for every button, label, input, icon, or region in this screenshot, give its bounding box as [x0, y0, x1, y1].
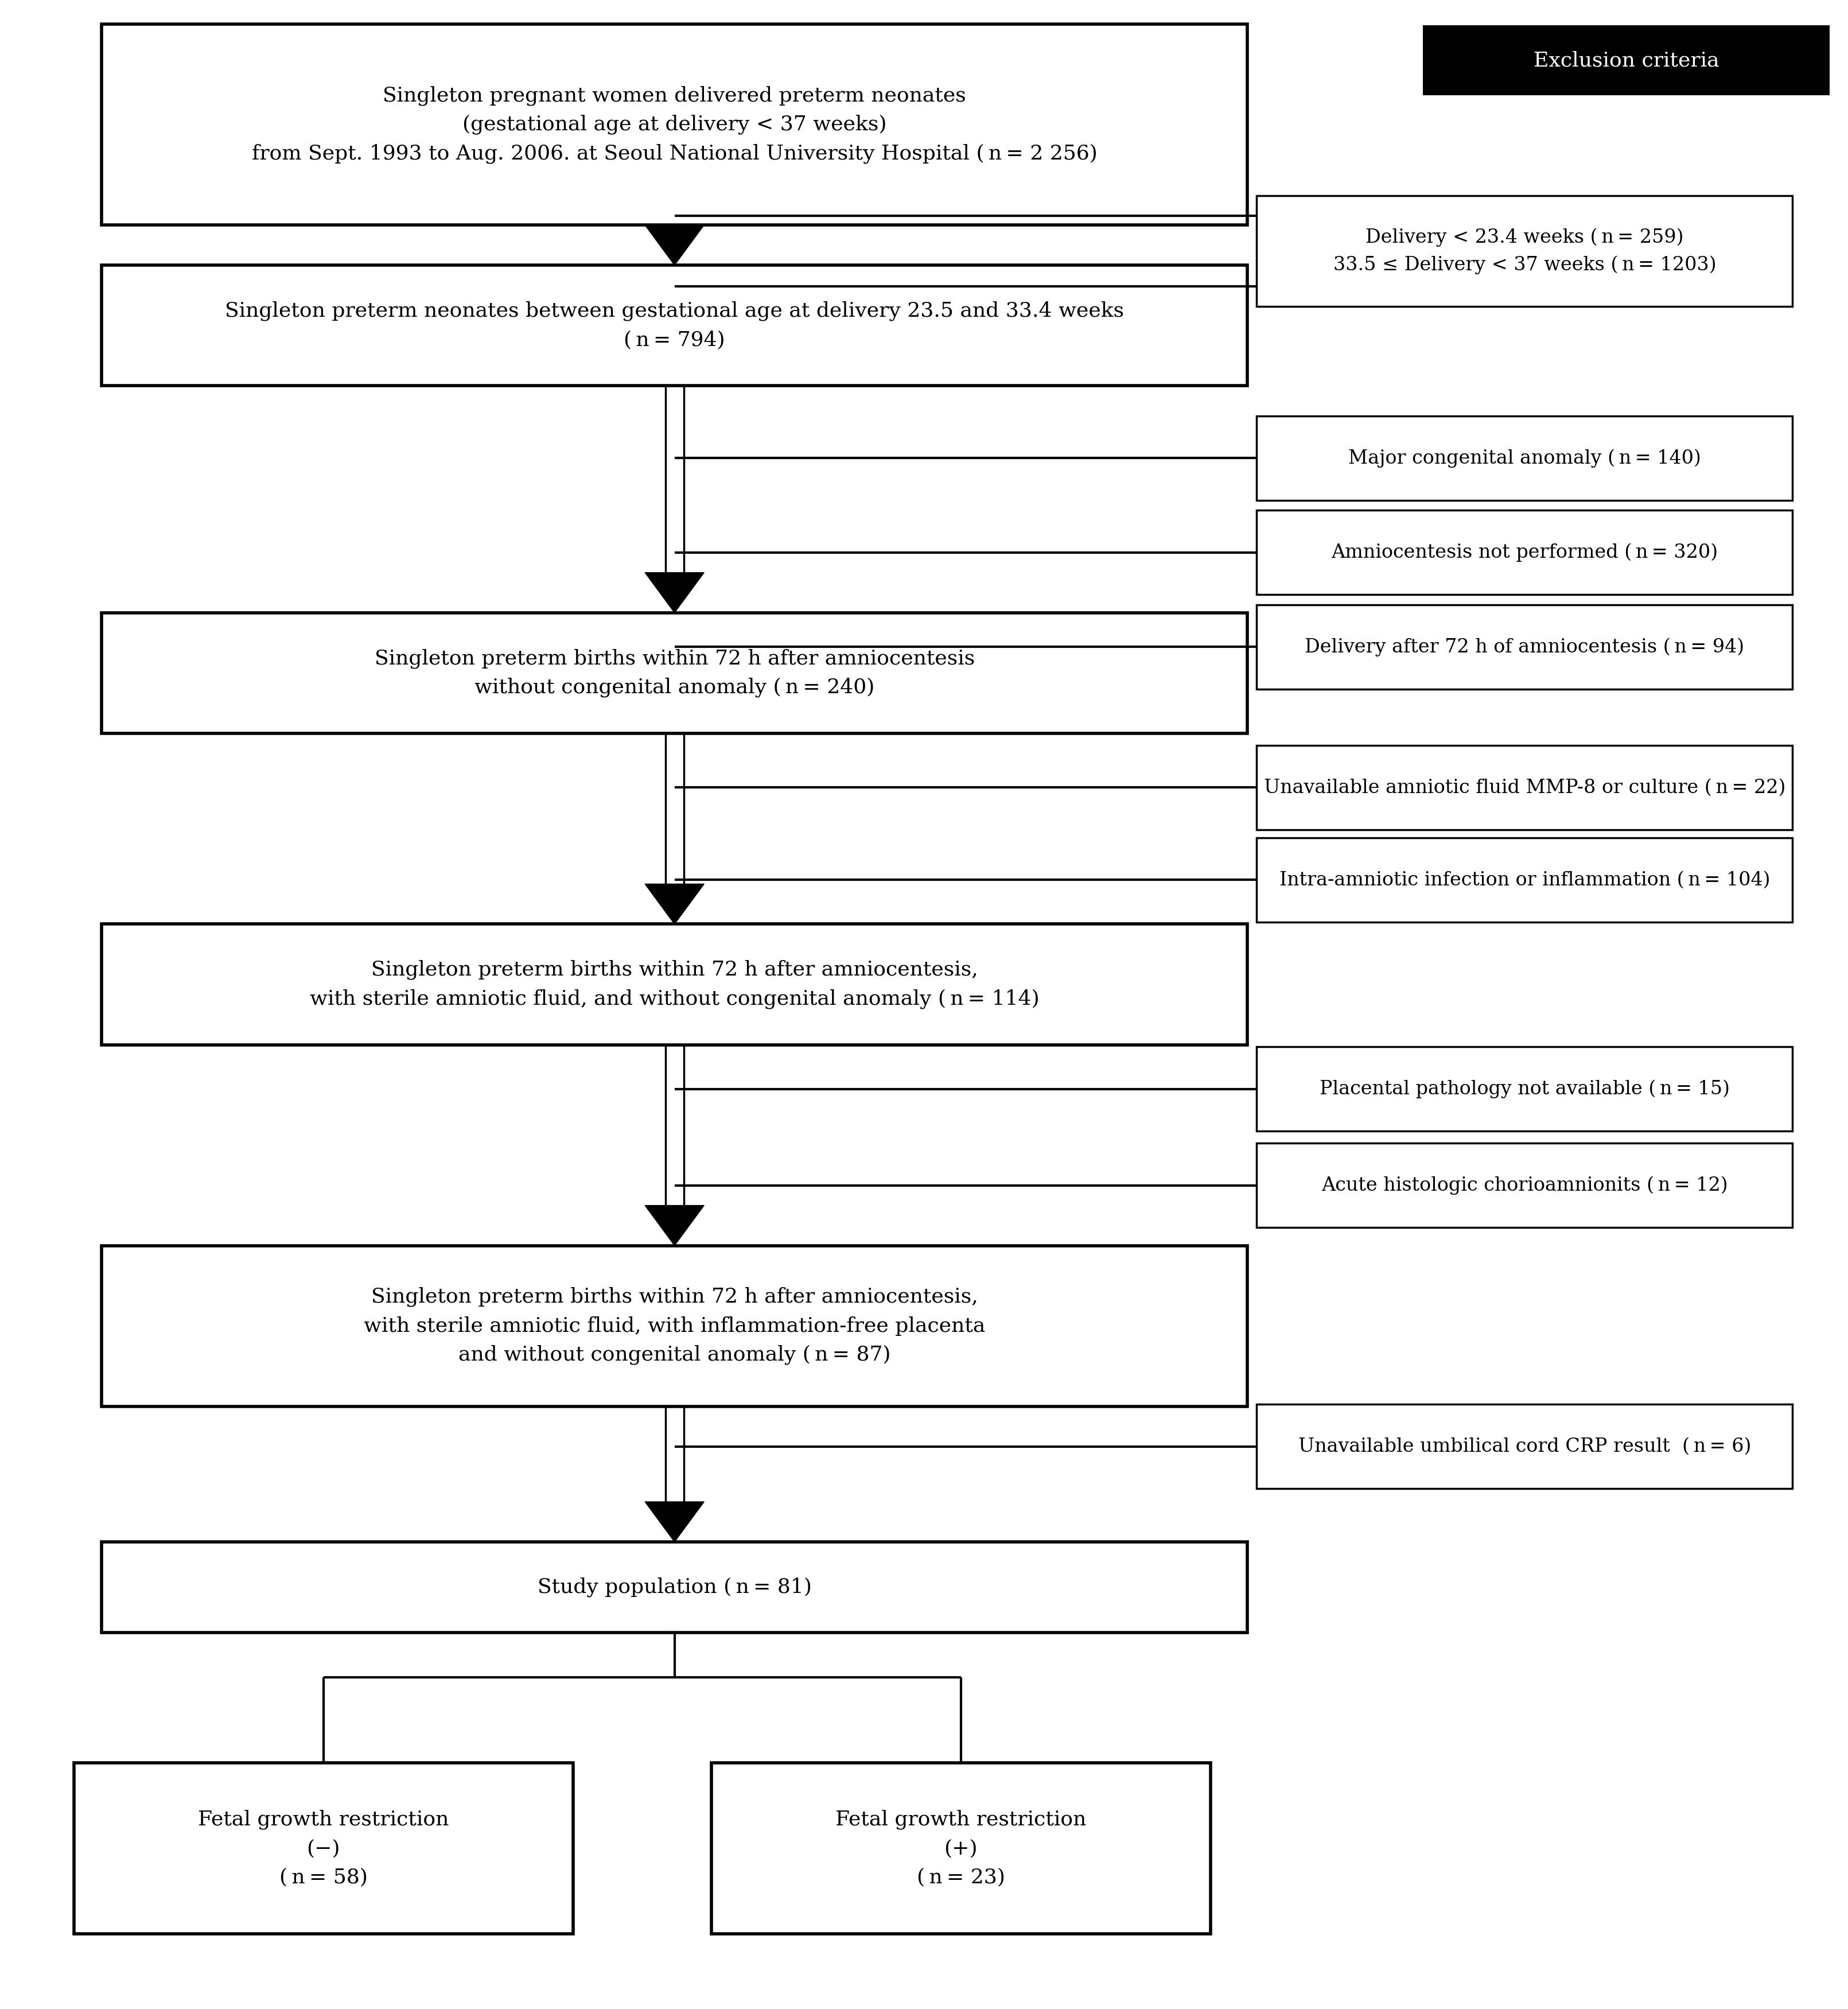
- Text: Delivery < 23.4 weeks ( n = 259)
33.5 ≤ Delivery < 37 weeks ( n = 1203): Delivery < 23.4 weeks ( n = 259) 33.5 ≤ …: [1332, 227, 1717, 275]
- FancyBboxPatch shape: [102, 613, 1247, 733]
- FancyBboxPatch shape: [1257, 1047, 1793, 1131]
- Text: Placental pathology not available ( n = 15): Placental pathology not available ( n = …: [1319, 1079, 1730, 1099]
- Polygon shape: [645, 884, 704, 924]
- FancyBboxPatch shape: [102, 924, 1247, 1045]
- Text: Fetal growth restriction
(+)
( n = 23): Fetal growth restriction (+) ( n = 23): [835, 1810, 1087, 1886]
- Polygon shape: [645, 225, 704, 265]
- FancyBboxPatch shape: [102, 1543, 1247, 1631]
- Polygon shape: [645, 1503, 704, 1543]
- FancyBboxPatch shape: [1257, 838, 1793, 922]
- FancyBboxPatch shape: [102, 24, 1247, 225]
- Text: Singleton preterm births within 72 h after amniocentesis
without congenital anom: Singleton preterm births within 72 h aft…: [375, 649, 974, 697]
- Text: Unavailable umbilical cord CRP result  ( n = 6): Unavailable umbilical cord CRP result ( …: [1297, 1436, 1752, 1457]
- FancyBboxPatch shape: [1257, 745, 1793, 830]
- FancyBboxPatch shape: [1257, 1404, 1793, 1489]
- FancyBboxPatch shape: [1257, 605, 1793, 689]
- Text: Unavailable amniotic fluid MMP-8 or culture ( n = 22): Unavailable amniotic fluid MMP-8 or cult…: [1264, 777, 1785, 798]
- Text: Singleton preterm births within 72 h after amniocentesis,
with sterile amniotic : Singleton preterm births within 72 h aft…: [310, 960, 1039, 1009]
- FancyBboxPatch shape: [711, 1764, 1210, 1933]
- Text: Singleton pregnant women delivered preterm neonates
(gestational age at delivery: Singleton pregnant women delivered prete…: [251, 86, 1098, 163]
- Text: Acute histologic chorioamnionits ( n = 12): Acute histologic chorioamnionits ( n = 1…: [1321, 1175, 1728, 1195]
- Polygon shape: [645, 573, 704, 613]
- Text: Delivery after 72 h of amniocentesis ( n = 94): Delivery after 72 h of amniocentesis ( n…: [1305, 637, 1745, 657]
- Text: Intra-amniotic infection or inflammation ( n = 104): Intra-amniotic infection or inflammation…: [1279, 870, 1770, 890]
- Text: Major congenital anomaly ( n = 140): Major congenital anomaly ( n = 140): [1349, 448, 1700, 468]
- FancyBboxPatch shape: [102, 265, 1247, 386]
- Text: Amniocentesis not performed ( n = 320): Amniocentesis not performed ( n = 320): [1331, 542, 1719, 563]
- FancyBboxPatch shape: [1257, 416, 1793, 500]
- FancyBboxPatch shape: [74, 1764, 573, 1933]
- Text: Singleton preterm neonates between gestational age at delivery 23.5 and 33.4 wee: Singleton preterm neonates between gesta…: [225, 301, 1124, 350]
- Polygon shape: [645, 1205, 704, 1246]
- FancyBboxPatch shape: [1423, 24, 1830, 96]
- Text: Fetal growth restriction
(−)
( n = 58): Fetal growth restriction (−) ( n = 58): [198, 1810, 449, 1886]
- Text: Exclusion criteria: Exclusion criteria: [1534, 50, 1719, 70]
- FancyBboxPatch shape: [102, 1246, 1247, 1406]
- FancyBboxPatch shape: [1257, 195, 1793, 305]
- FancyBboxPatch shape: [1257, 1143, 1793, 1227]
- Text: Singleton preterm births within 72 h after amniocentesis,
with sterile amniotic : Singleton preterm births within 72 h aft…: [364, 1288, 985, 1364]
- FancyBboxPatch shape: [1257, 510, 1793, 595]
- Text: Study population ( n = 81): Study population ( n = 81): [538, 1577, 811, 1597]
